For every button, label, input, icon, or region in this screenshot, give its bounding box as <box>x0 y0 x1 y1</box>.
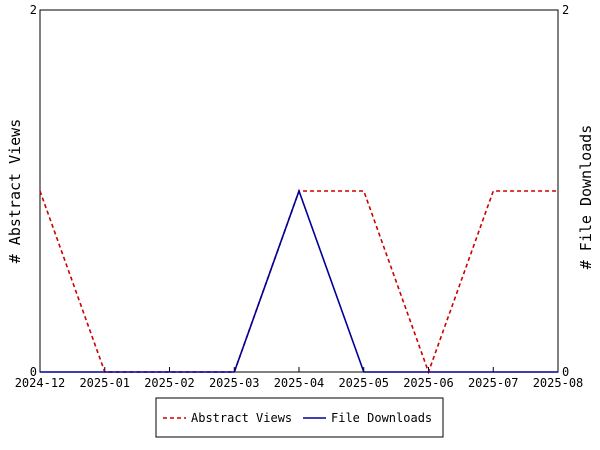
legend-box <box>155 397 444 438</box>
left-axis-title: # Abstract Views <box>6 119 24 264</box>
x-tick-label: 2025-03 <box>209 376 260 390</box>
right-y-tick-label: 0 <box>562 365 569 379</box>
right-axis-title: # File Downloads <box>577 125 595 270</box>
left-y-tick-label: 0 <box>30 365 37 379</box>
x-tick-label: 2025-02 <box>144 376 195 390</box>
series-layer <box>39 188 558 375</box>
x-tick-label: 2025-05 <box>338 376 389 390</box>
legend-label-file-downloads: File Downloads <box>331 411 432 425</box>
x-tick-label: 2025-06 <box>403 376 454 390</box>
x-tick-label: 2025-07 <box>468 376 519 390</box>
right-y-tick-label: 2 <box>562 3 569 17</box>
x-tick-label: 2025-08 <box>533 376 584 390</box>
legend: Abstract Views File Downloads <box>155 397 444 438</box>
legend-label-abstract-views: Abstract Views <box>191 411 292 425</box>
x-axis: 2024-12 2025-01 2025-02 2025-03 2025-04 2025-… <box>15 367 584 390</box>
x-tick-label: 2024-12 <box>15 376 66 390</box>
series-line-file-downloads <box>40 188 558 373</box>
x-tick-label: 2025-04 <box>274 376 325 390</box>
x-tick-label: 2025-01 <box>79 376 130 390</box>
left-y-tick-label: 2 <box>30 3 37 17</box>
